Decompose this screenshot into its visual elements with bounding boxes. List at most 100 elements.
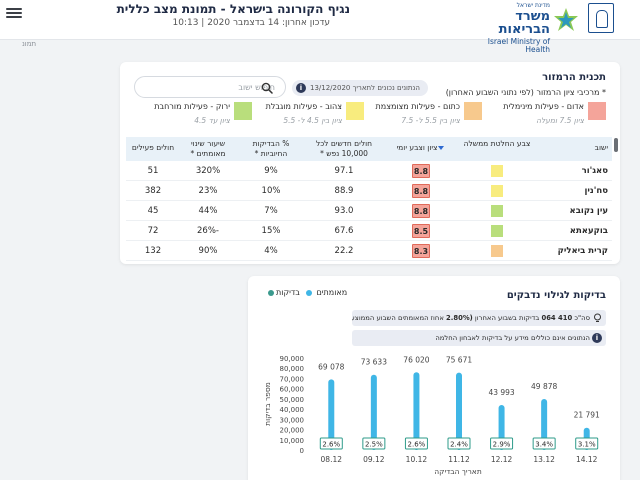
legend-confirmed-label[interactable]: מאומתים xyxy=(316,288,348,297)
sort-desc-icon[interactable] xyxy=(437,146,444,150)
column-header-city[interactable]: ישוב xyxy=(594,143,608,152)
column-header-daily-grade-label: ציון וצבע יומי xyxy=(396,143,438,152)
cell-city: קרית ביאליק xyxy=(557,246,608,256)
summary-mid: בדיקות בשבוע האחרון xyxy=(474,314,540,322)
info-icon[interactable]: i xyxy=(592,333,602,343)
cell-daily-grade: 8.8 xyxy=(412,164,430,178)
cell-change-rate: 320% xyxy=(195,166,221,176)
page-title: נגיף הקורונה בישראל - תמונת מצב כללית xyxy=(116,2,350,16)
summary-suffix: אחוז המאומתים השבוע הממוצע) xyxy=(352,314,444,322)
collapsed-sidebar-label[interactable]: תמונ xyxy=(22,40,37,48)
cell-active: 51 xyxy=(147,166,159,176)
bar-value-label: 73 633 xyxy=(361,358,387,367)
column-header-new-cases[interactable]: חולים חדשים לכל 10,000 נפש * xyxy=(315,139,373,158)
tests-bar xyxy=(456,372,462,450)
bar-value-label: 69 078 xyxy=(318,362,344,371)
cell-city: סאג'ור xyxy=(581,166,608,176)
logo-english-text: Israel Ministry of Health xyxy=(487,37,550,54)
x-axis-label: תאריך הבדיקה xyxy=(434,467,482,476)
bar-value-label: 21 791 xyxy=(574,411,600,420)
legend-yellow-range: ציון בין 4.5 ל- 5.5 xyxy=(283,116,342,125)
cell-new-cases: 93.0 xyxy=(334,206,354,216)
legend-orange-swatch xyxy=(464,102,482,120)
y-tick-label: 70,000 xyxy=(280,375,305,383)
state-emblem-icon xyxy=(588,3,614,33)
x-tick-label: 09.12 xyxy=(363,455,385,464)
legend-green-swatch xyxy=(234,102,252,120)
cell-daily-grade: 8.8 xyxy=(412,184,430,198)
bar-value-label: 76 020 xyxy=(403,355,429,364)
cell-daily-grade: 8.5 xyxy=(412,224,430,238)
confirmed-pct-box xyxy=(319,437,343,450)
cell-daily-grade: 8.8 xyxy=(412,204,430,218)
traffic-light-plan-card: תכנית הרמזור * מרכיבי ציון הרמזור (לפי נ… xyxy=(120,62,620,264)
table-scrollbar[interactable] xyxy=(614,138,618,152)
column-header-active[interactable]: חולים פעילים xyxy=(131,143,175,152)
plan-subtitle: * מרכיבי ציון הרמזור (לפי נתוני השבוע הא… xyxy=(445,88,606,97)
table-row[interactable]: קרית ביאליק 8.3 22.2 4% 90% 132 xyxy=(126,241,612,261)
tests-title: בדיקות לגילוי נדבקים xyxy=(506,290,606,301)
legend-red-swatch xyxy=(588,102,606,120)
y-tick-label: 90,000 xyxy=(280,355,305,363)
table-row[interactable]: עין נקובא 8.8 93.0 7% 44% 45 xyxy=(126,201,612,221)
cell-new-cases: 88.9 xyxy=(334,186,354,196)
table-row[interactable]: סאג'ור 8.8 97.1 9% 320% 51 xyxy=(126,161,612,181)
search-icon[interactable] xyxy=(261,82,273,94)
confirmed-pct-box xyxy=(532,437,556,450)
tests-disclaimer: i הנתונים אינם כוללים מידע על בדיקות לאב… xyxy=(352,330,606,346)
legend-tests-label[interactable]: בדיקות xyxy=(276,288,300,297)
city-search[interactable] xyxy=(134,76,286,98)
logo-small-text: מדינת ישראל xyxy=(516,2,550,9)
confirmed-pct-box xyxy=(404,437,428,450)
column-header-change-rate[interactable]: שיעור שינוי מאומתים * xyxy=(190,139,226,158)
confirmed-pct-label: 2.9% xyxy=(493,441,511,449)
info-icon[interactable]: i xyxy=(296,83,306,93)
column-header-positive-rate[interactable]: % הבדיקות החיוביות * xyxy=(252,139,290,158)
confirmed-pct-label: 3.4% xyxy=(535,441,553,449)
y-tick-label: 20,000 xyxy=(280,427,305,435)
confirmed-pct-box xyxy=(490,437,514,450)
cell-new-cases: 97.1 xyxy=(334,166,354,176)
confirmed-pct-box xyxy=(575,437,599,450)
cell-active: 132 xyxy=(144,246,162,256)
ministry-logo[interactable]: מדינת ישראל משרד הבריאות Israel Ministry… xyxy=(464,2,614,53)
legend-orange-range: ציון בין 5.5 ל- 7.5 xyxy=(401,116,460,125)
tests-legend: מאומתים בדיקות xyxy=(266,288,347,297)
plan-title: תכנית הרמזור xyxy=(542,72,606,83)
star-logo-icon xyxy=(554,8,578,31)
table-row[interactable]: סח'נין 8.8 88.9 10% 23% 382 xyxy=(126,181,612,201)
lightbulb-icon xyxy=(594,313,601,322)
legend-red-label: אדום - פעילות מינימלית xyxy=(503,102,584,111)
cell-gov-color xyxy=(491,245,503,257)
x-tick-label: 10.12 xyxy=(406,455,428,464)
cell-change-rate: 90% xyxy=(198,246,218,256)
bar-value-label: 75 671 xyxy=(446,356,472,365)
tests-bar xyxy=(541,399,548,450)
hamburger-menu-icon[interactable] xyxy=(6,6,24,20)
confirmed-pct-label: 2.4% xyxy=(450,441,468,449)
x-tick-label: 13.12 xyxy=(533,455,555,464)
bar-value-label: 49 878 xyxy=(531,382,557,391)
logo-main-text: משרד הבריאות xyxy=(498,9,550,37)
y-tick-label: 50,000 xyxy=(280,396,305,404)
data-date-badge: i הנתונים נכונים לתאריך 13/12/2020 xyxy=(292,80,428,96)
data-date-text: הנתונים נכונים לתאריך 13/12/2020 xyxy=(310,84,420,92)
legend-yellow-label: צהוב - פעילות מוגבלת xyxy=(265,102,342,111)
summary-total-tests: 410 064 xyxy=(541,314,573,322)
cell-active: 45 xyxy=(147,206,159,216)
column-header-daily-grade[interactable]: ציון וצבע יומי xyxy=(386,137,456,161)
table-row[interactable]: בוקעאתא 8.5 67.6 15% -26% 72 xyxy=(126,221,612,241)
legend-yellow-swatch xyxy=(346,102,364,120)
legend-yellow: צהוב - פעילות מוגבלת ציון בין 4.5 ל- 5.5 xyxy=(254,102,364,130)
cell-change-rate: -26% xyxy=(197,226,219,236)
column-header-gov-color[interactable]: צבע החלטת ממשלה xyxy=(463,139,531,148)
x-tick-label: 11.12 xyxy=(448,455,470,464)
cell-active: 72 xyxy=(147,226,159,236)
tests-bar-chart: 0 10,000 20,000 30,000 40,000 50,000 60,000 70,… xyxy=(263,355,600,476)
legend-confirmed-dot xyxy=(268,289,274,296)
y-tick-label: 60,000 xyxy=(280,386,305,394)
city-search-input[interactable] xyxy=(165,81,275,94)
summary-prefix: סה"כ xyxy=(574,314,590,322)
tests-bar xyxy=(413,372,420,450)
weekly-tests-summary: סה"כ 410 064 בדיקות בשבוע האחרון (2.80% … xyxy=(352,310,606,326)
